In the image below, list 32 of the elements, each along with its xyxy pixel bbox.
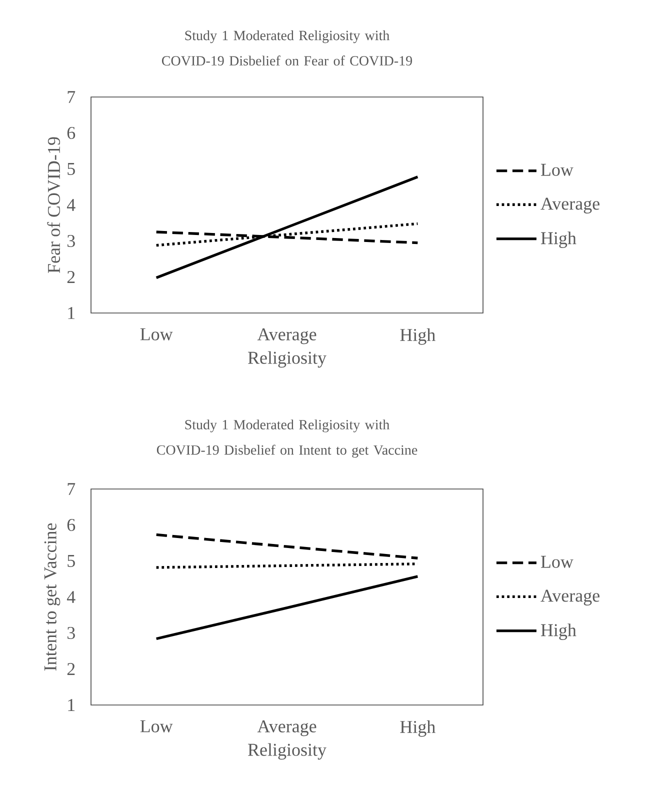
x-tick-label: Low <box>140 328 173 340</box>
y-tick-label: 4 <box>66 199 76 211</box>
x-axis-title: Religiosity <box>248 351 326 368</box>
y-axis-title: Fear of COVID-19 <box>47 137 60 273</box>
legend-label: Low <box>540 164 574 176</box>
legend-label: High <box>540 624 576 640</box>
chart-title: Study 1 Moderated Religiosity with COVID-19 Disbelief on Fear of COVID-19 <box>162 30 412 66</box>
x-tick-label: Low <box>140 720 173 732</box>
x-tick-label: High <box>400 720 436 737</box>
chart-title: Study 1 Moderated Religiosity with COVID-19 Disbelief on Intent to get Vaccine <box>156 420 418 458</box>
y-tick-label: 7 <box>68 91 76 103</box>
y-tick-label: 2 <box>67 271 75 283</box>
x-tick-label: Average <box>257 720 316 736</box>
y-axis-title: Intent to get Vaccine <box>44 523 60 671</box>
y-tick-label: 5 <box>68 163 75 175</box>
y-tick-label: 1 <box>68 307 75 319</box>
y-tick-label: 7 <box>68 483 76 495</box>
legend-label: Average <box>540 590 600 606</box>
y-tick-label: 3 <box>67 234 75 248</box>
y-tick-label: 6 <box>67 126 76 140</box>
legend-label: Average <box>540 198 600 214</box>
x-tick-label: High <box>400 328 436 345</box>
legend-label: High <box>540 232 576 248</box>
y-tick-label: 4 <box>66 591 76 603</box>
y-tick-label: 5 <box>68 555 75 567</box>
legend-label: Low <box>540 556 574 568</box>
y-tick-label: 1 <box>68 699 75 711</box>
x-axis-title: Religiosity <box>248 743 326 760</box>
y-tick-label: 3 <box>67 626 75 640</box>
x-tick-label: Average <box>257 328 316 344</box>
y-tick-label: 6 <box>67 518 76 532</box>
y-tick-label: 2 <box>67 663 75 675</box>
